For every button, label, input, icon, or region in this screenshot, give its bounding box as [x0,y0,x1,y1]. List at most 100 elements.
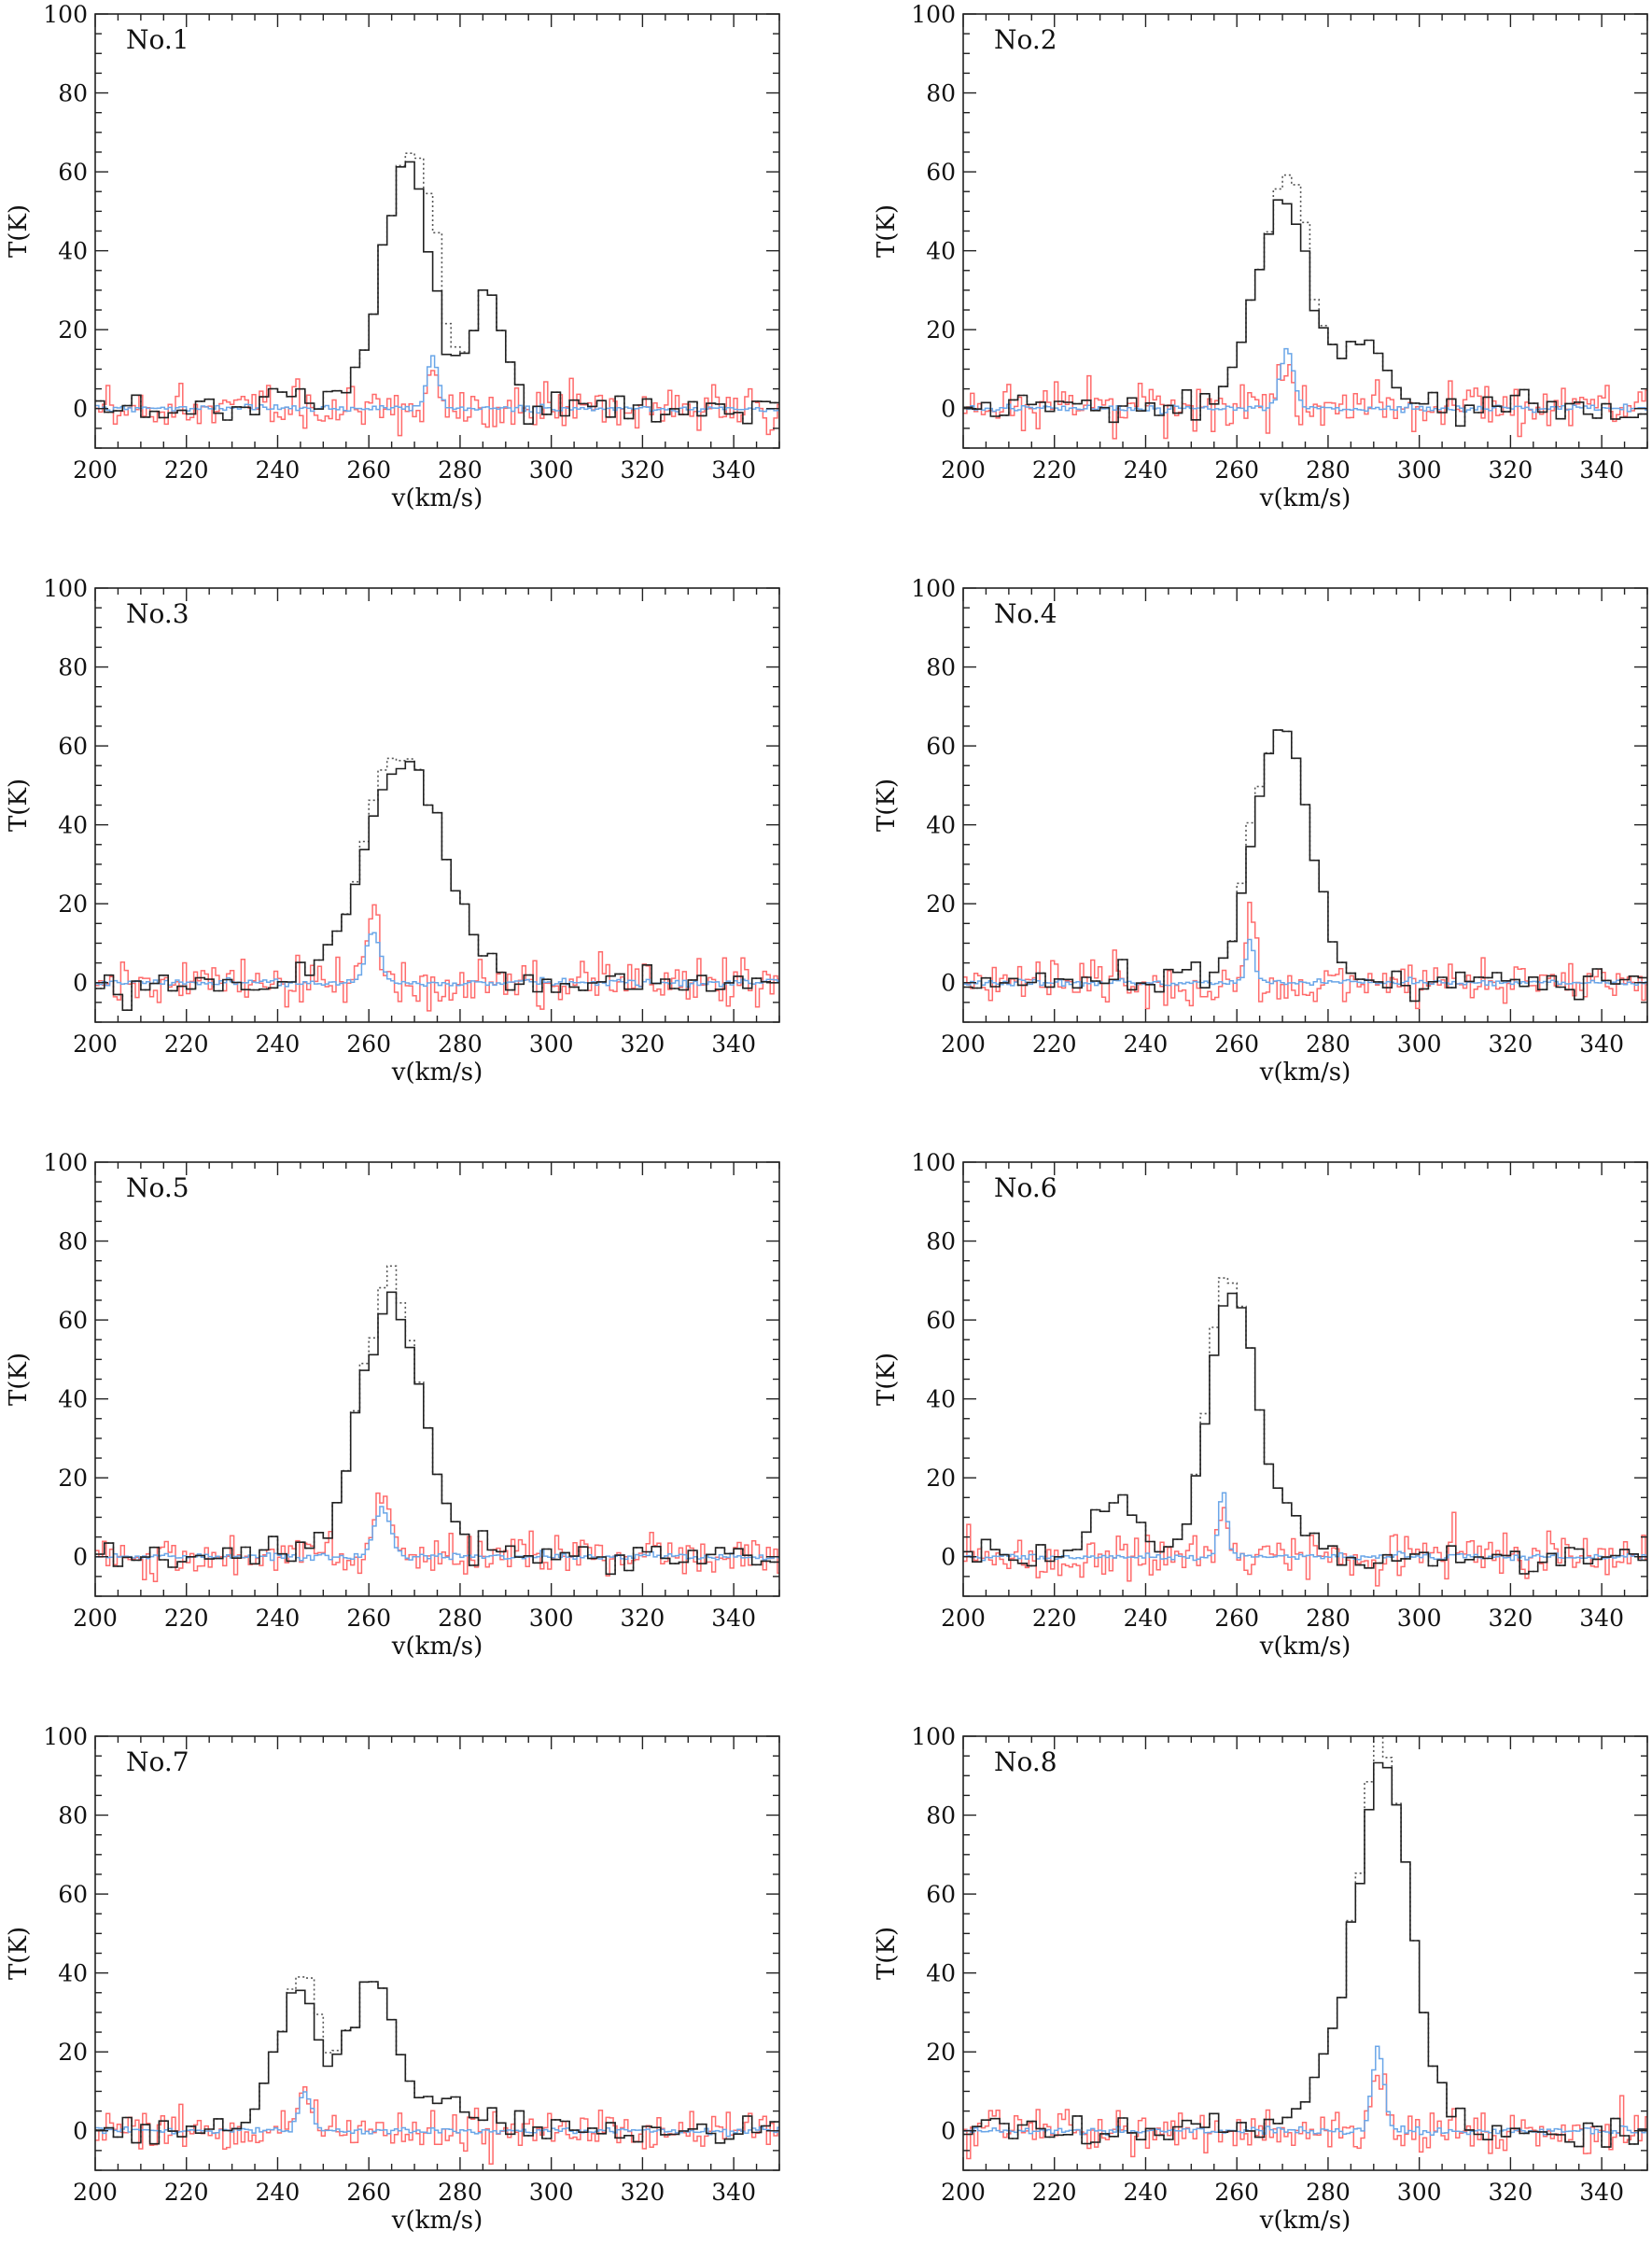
dotted-spectrum [963,1277,1647,1575]
x-tick-label: 320 [621,1031,665,1058]
black-spectrum [95,1291,779,1576]
x-tick-label: 240 [256,2179,301,2206]
y-tick-label: 60 [58,1307,88,1334]
y-tick-label: 100 [911,1149,956,1176]
red-spectrum [95,2085,779,2166]
panel-6: 200 220 240 260 280 300 320 340 0 20 40 60 80 100 v(km… [873,1149,1648,1661]
x-axis-label: v(km/s) [391,1633,483,1661]
x-tick-label: 240 [256,1605,301,1632]
y-tick-label: 40 [58,1960,88,1987]
black-spectrum [95,1981,779,2145]
red-spectrum [95,1492,779,1583]
x-tick-label: 220 [164,2179,209,2206]
plot-frame [94,13,780,449]
y-tick-label: 60 [926,733,956,760]
y-tick-label: 60 [58,1881,88,1908]
blue-spectrum [963,938,1647,988]
x-tick-label: 240 [256,456,301,484]
y-tick-label: 0 [73,2118,88,2145]
spectra [95,1976,779,2166]
x-tick-label: 200 [73,1605,118,1632]
x-tick-label: 220 [164,456,209,484]
y-tick-label: 40 [58,1386,88,1413]
x-tick-label: 260 [346,2179,391,2206]
plot-frame [962,1735,1648,2171]
y-tick-label: 20 [58,2039,88,2066]
y-tick-label: 60 [926,159,956,186]
y-tick-label: 80 [926,654,956,681]
x-tick-label: 220 [1032,1031,1077,1058]
y-tick-label: 40 [58,238,88,265]
y-tick-label: 0 [73,970,88,997]
y-tick-label: 80 [58,80,88,107]
y-axis-label: T(K) [5,204,33,258]
x-tick-label: 200 [941,2179,986,2206]
plot-frame [962,1161,1648,1597]
blue-spectrum [963,347,1647,414]
y-tick-label: 100 [43,1149,88,1176]
x-tick-label: 260 [1214,1605,1259,1632]
y-tick-label: 80 [58,654,88,681]
y-tick-label: 0 [73,1544,88,1571]
x-tick-label: 200 [73,456,118,484]
y-tick-label: 80 [926,1228,956,1255]
x-tick-label: 340 [1579,1605,1624,1632]
x-tick-label: 300 [1397,1031,1442,1058]
red-spectrum [95,904,779,1012]
panel-label: No.1 [126,24,189,55]
x-axis-label: v(km/s) [1259,1059,1351,1087]
y-tick-label: 80 [926,80,956,107]
panel-label: No.7 [126,1746,189,1777]
x-tick-label: 340 [1579,456,1624,484]
panel-3: 200 220 240 260 280 300 320 340 0 20 40 60 80 100 v(km… [5,575,780,1087]
panel-label: No.3 [126,598,189,629]
x-tick-label: 260 [1214,456,1259,484]
x-tick-label: 220 [1032,1605,1077,1632]
x-tick-label: 340 [711,1605,756,1632]
plot-frame [962,13,1648,449]
x-tick-label: 280 [438,1031,483,1058]
x-tick-label: 320 [1489,2179,1533,2206]
x-tick-label: 220 [164,1605,209,1632]
spectra [95,152,779,437]
x-tick-label: 300 [529,456,574,484]
x-tick-label: 320 [621,1605,665,1632]
y-tick-label: 80 [58,1228,88,1255]
spectra [963,1736,1647,2160]
dotted-spectrum [95,152,779,425]
red-spectrum [963,2073,1647,2160]
panel-label: No.6 [994,1172,1057,1203]
x-tick-label: 260 [346,1605,391,1632]
x-tick-label: 220 [164,1031,209,1058]
panel-7: 200 220 240 260 280 300 320 340 0 20 40 60 80 100 v(km… [5,1723,780,2235]
y-tick-label: 100 [911,1723,956,1750]
x-tick-label: 220 [1032,2179,1077,2206]
y-tick-label: 0 [941,396,956,423]
panel-2: 200 220 240 260 280 300 320 340 0 20 40 60 80 100 v(km… [873,1,1648,512]
y-tick-label: 0 [941,2118,956,2145]
x-tick-label: 340 [711,1031,756,1058]
x-tick-label: 280 [1306,456,1351,484]
x-tick-label: 240 [1124,1605,1169,1632]
panel-label: No.5 [126,1172,189,1203]
y-tick-label: 60 [58,159,88,186]
panel-label: No.4 [994,598,1057,629]
y-tick-label: 40 [58,812,88,839]
y-axis-label: T(K) [873,778,901,832]
spectra [963,729,1647,1010]
y-tick-label: 60 [926,1881,956,1908]
x-axis-label: v(km/s) [391,2207,483,2235]
x-tick-label: 320 [621,456,665,484]
x-tick-label: 300 [529,1031,574,1058]
x-tick-label: 300 [1397,1605,1442,1632]
y-tick-label: 40 [926,1386,956,1413]
y-tick-label: 60 [926,1307,956,1334]
y-tick-label: 20 [926,2039,956,2066]
red-spectrum [963,1507,1647,1587]
blue-spectrum [963,1492,1647,1562]
black-spectrum [963,1761,1647,2148]
x-tick-label: 200 [73,1031,118,1058]
blue-spectrum [95,1506,779,1562]
x-tick-label: 200 [73,2179,118,2206]
x-tick-label: 260 [1214,1031,1259,1058]
